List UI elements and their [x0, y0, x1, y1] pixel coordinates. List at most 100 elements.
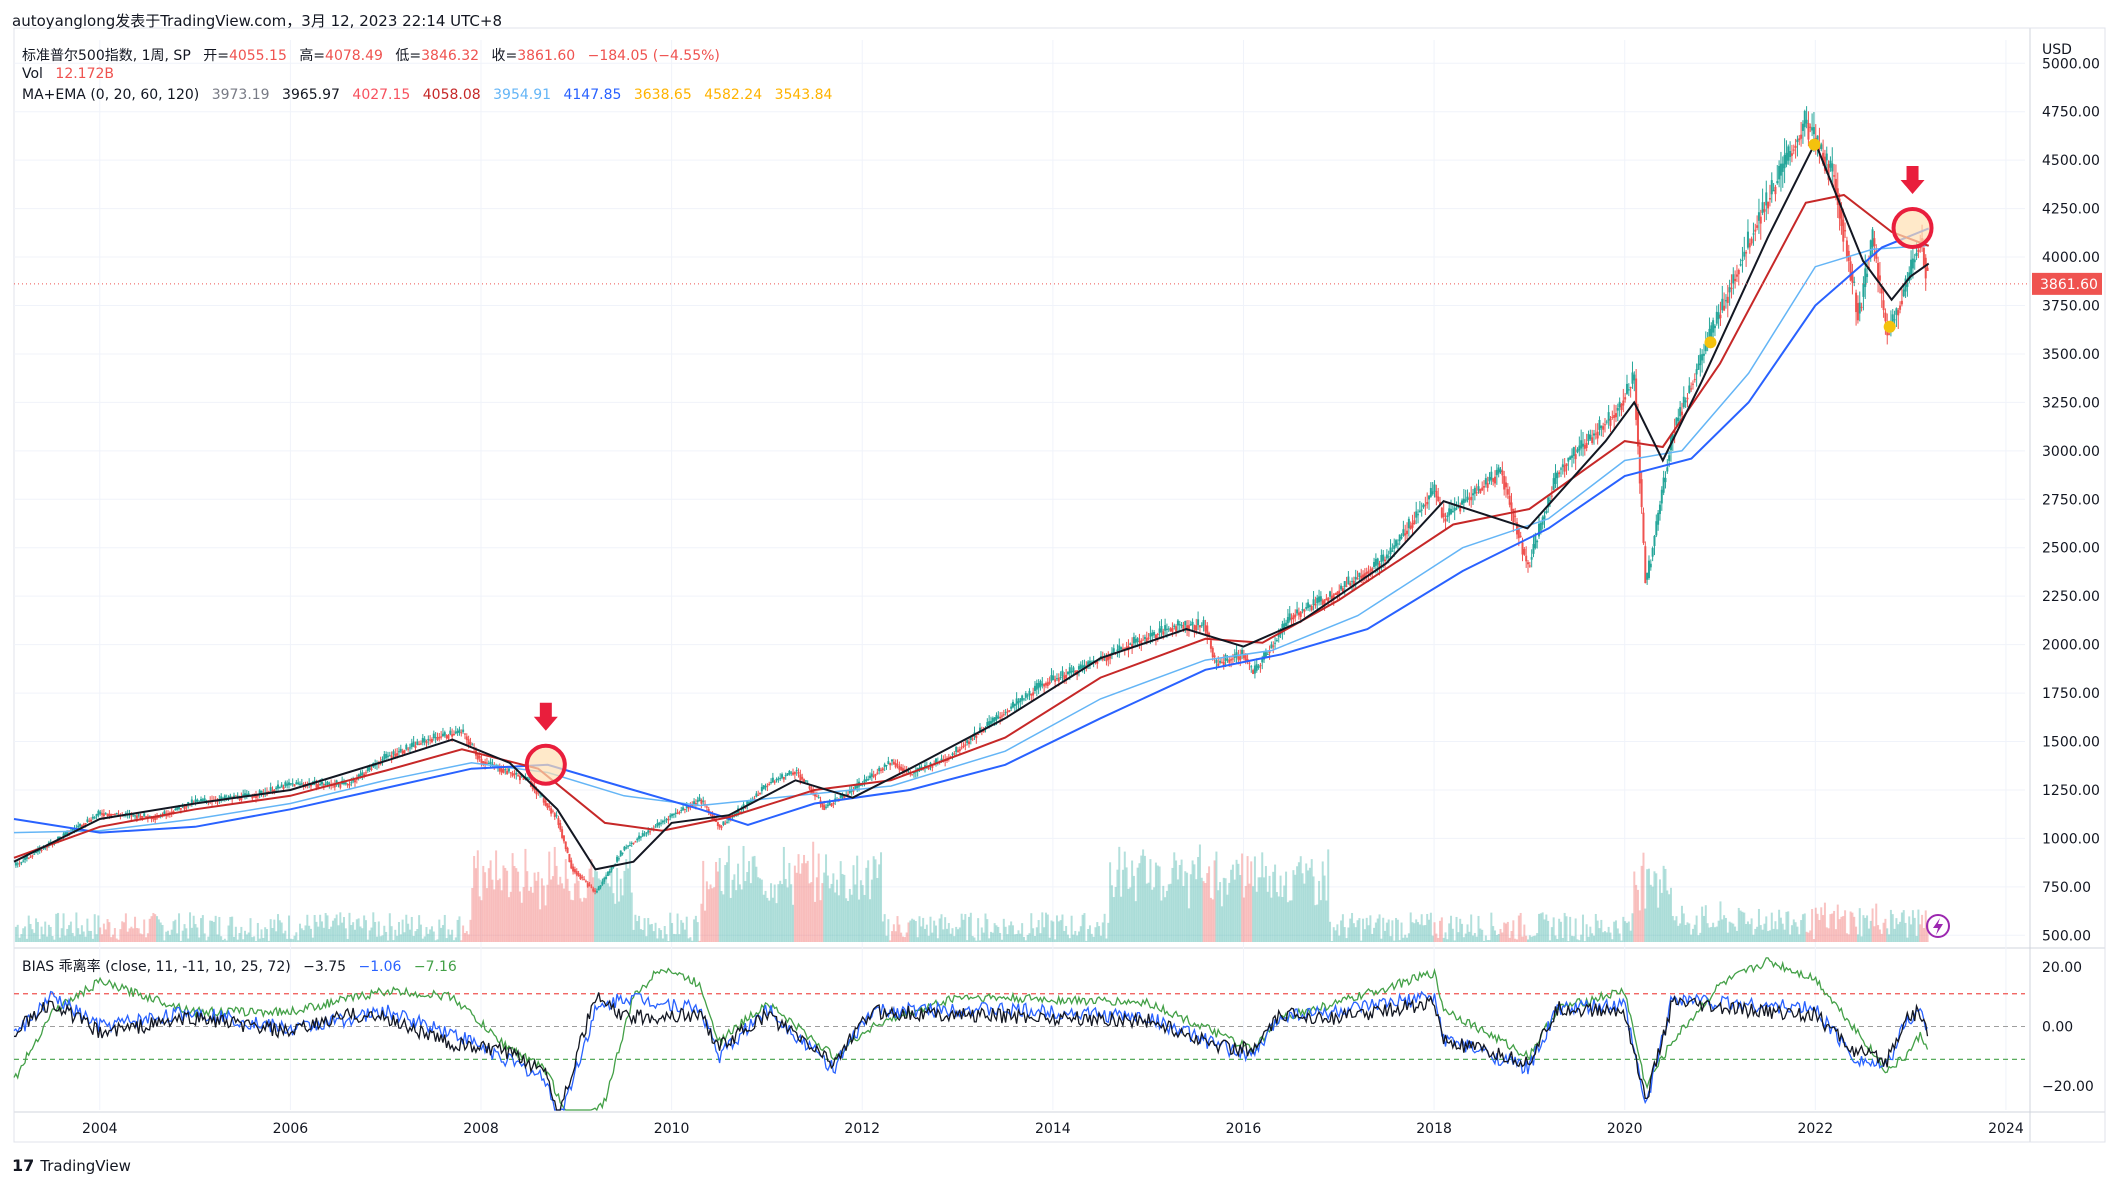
- volume-bar: [1869, 920, 1872, 942]
- candle-body: [568, 854, 571, 863]
- candle-body: [108, 813, 111, 816]
- volume-bar: [456, 919, 459, 942]
- candle-body: [779, 777, 782, 779]
- volume-bar: [1719, 901, 1722, 942]
- candle-body: [559, 823, 562, 830]
- candle-body: [1365, 572, 1368, 575]
- candle-body: [1231, 658, 1234, 660]
- volume-bar: [967, 916, 970, 942]
- candle-body: [1450, 508, 1453, 514]
- candle-body: [1860, 306, 1863, 308]
- candle-body: [1088, 660, 1091, 665]
- volume-bar: [1428, 919, 1431, 942]
- candle-body: [1268, 651, 1271, 654]
- volume-bar: [1827, 928, 1830, 942]
- volume-bar: [577, 880, 580, 942]
- candle-body: [157, 817, 160, 819]
- candle-body: [1396, 543, 1399, 545]
- candle-body: [1134, 638, 1137, 643]
- volume-bar: [429, 929, 432, 942]
- candle-body: [1336, 591, 1339, 595]
- candle-body: [661, 820, 664, 823]
- volume-bar: [1763, 923, 1766, 942]
- candle-body: [58, 836, 61, 839]
- candle-body: [823, 805, 826, 811]
- volume-bar: [989, 931, 992, 942]
- candle-body: [1713, 325, 1716, 329]
- volume-bar: [165, 931, 168, 942]
- candle-body: [1479, 489, 1482, 493]
- volume-bar: [350, 924, 353, 942]
- candle-body: [1607, 412, 1610, 421]
- volume-bar: [135, 928, 138, 942]
- volume-bar: [1286, 902, 1289, 942]
- volume-bar: [1054, 939, 1057, 942]
- volume-bar: [1270, 897, 1273, 942]
- candle-body: [1252, 670, 1255, 675]
- volume-bar: [482, 865, 485, 942]
- volume-bar: [1277, 896, 1280, 942]
- volume-bar: [1239, 875, 1242, 942]
- candle-body: [1008, 710, 1011, 712]
- candle-body: [482, 761, 485, 765]
- candle-body: [297, 782, 300, 785]
- volume-bar: [150, 916, 153, 942]
- volume-bar: [1233, 879, 1236, 942]
- candle-body: [348, 784, 351, 786]
- candle-body: [1079, 664, 1082, 669]
- candle-body: [1074, 671, 1077, 674]
- candle-body: [1741, 259, 1744, 262]
- volume-bar: [1305, 863, 1308, 942]
- volume-bar: [1440, 917, 1443, 942]
- candle-body: [562, 835, 565, 842]
- candle-body: [638, 835, 641, 839]
- candle-body: [66, 830, 69, 835]
- volume-bar: [1076, 935, 1079, 942]
- candle-body: [1497, 467, 1500, 474]
- volume-bar: [874, 859, 877, 942]
- candle-body: [852, 790, 855, 792]
- volume-bar: [942, 929, 945, 942]
- candle-body: [815, 795, 818, 797]
- candle-body: [1451, 510, 1454, 513]
- volume-bar: [1358, 918, 1361, 942]
- bias1-line: [13, 992, 1929, 1111]
- volume-bar: [324, 913, 327, 942]
- volume-bar: [1796, 926, 1799, 942]
- volume-bar: [1312, 876, 1315, 942]
- volume-bar: [1613, 921, 1616, 942]
- volume-bar: [1913, 917, 1916, 942]
- candle-body: [196, 799, 199, 802]
- candle-body: [1873, 238, 1876, 246]
- candle-body: [1165, 628, 1168, 630]
- volume-bar: [715, 861, 718, 942]
- candle-body: [1693, 379, 1696, 381]
- candle-body: [154, 816, 157, 820]
- candle-body: [865, 779, 868, 781]
- bias-legend: BIAS 乖离率 (close, 11, -11, 10, 25, 72) −3…: [22, 956, 465, 976]
- volume-bar: [1329, 921, 1332, 942]
- candle-body: [1121, 648, 1124, 650]
- candle-body: [309, 784, 312, 787]
- volume-bar: [718, 858, 721, 942]
- candle-body: [1570, 455, 1573, 458]
- volume-bar: [355, 919, 358, 942]
- volume-bar: [266, 929, 269, 942]
- candle-body: [1250, 666, 1253, 668]
- volume-bar: [749, 883, 752, 942]
- candle-body: [1878, 275, 1881, 281]
- candle-body: [1911, 258, 1914, 269]
- candle-body: [515, 772, 518, 775]
- ma-value: 3954.91: [493, 87, 552, 103]
- price-tick-label: 5000.00: [2042, 56, 2100, 72]
- volume-bar: [1565, 916, 1568, 942]
- volume-bar: [678, 934, 681, 942]
- candle-body: [1505, 482, 1508, 488]
- volume-bar: [1336, 924, 1339, 942]
- candle-body: [1316, 597, 1319, 604]
- volume-bar: [363, 915, 366, 942]
- volume-bar: [727, 845, 730, 942]
- volume-bar: [1171, 867, 1174, 942]
- candle-body: [1602, 426, 1605, 430]
